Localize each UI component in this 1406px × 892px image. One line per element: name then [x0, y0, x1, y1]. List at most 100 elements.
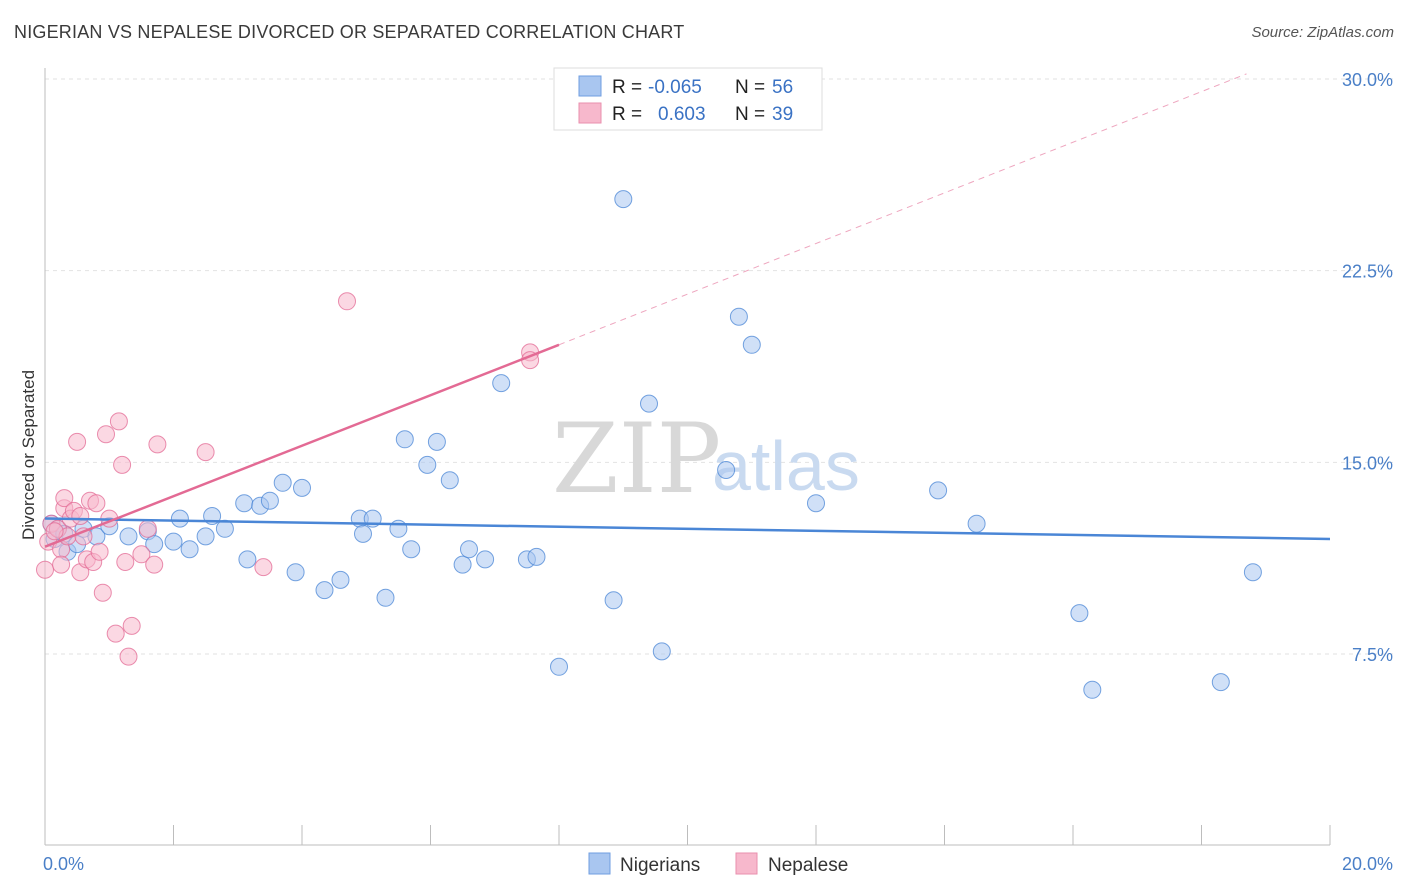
- bottom-legend-label-nepalese: Nepalese: [768, 855, 848, 876]
- nepalese-point-33: [254, 558, 273, 577]
- y-tick-label-0: 7.5%: [1352, 645, 1393, 665]
- legend-swatch-nepalese: [578, 102, 602, 124]
- nigerians-point-26: [331, 570, 350, 589]
- nigerians-point-19: [238, 550, 257, 569]
- nepalese-point-17: [87, 494, 106, 513]
- nigerians-point-56: [1211, 673, 1230, 692]
- nepalese-point-27: [122, 616, 141, 635]
- nigerians-point-28: [354, 524, 372, 543]
- nigerians-point-35: [427, 432, 446, 451]
- top-legend: R = -0.065 N = 56 R = 0.603 N = 39: [553, 67, 823, 131]
- data-points: [36, 190, 1262, 699]
- y-tick-label-1: 15.0%: [1342, 453, 1393, 473]
- axes: [44, 68, 1331, 846]
- nigerians-point-9: [119, 527, 138, 546]
- nigerians-point-12: [164, 532, 183, 551]
- nigerians-point-11: [145, 535, 164, 554]
- chart-title: NIGERIAN VS NEPALESE DIVORCED OR SEPARAT…: [14, 22, 685, 42]
- nepalese-trend-line: [44, 343, 560, 548]
- legend-n-value-nepalese: 39: [772, 104, 793, 125]
- legend-n-label-nepalese: N =: [735, 104, 765, 125]
- nepalese-point-20: [97, 425, 115, 444]
- nepalese-trend-extension: [558, 73, 1247, 346]
- nigerians-point-33: [402, 540, 421, 559]
- nigerians-point-46: [640, 394, 658, 413]
- nigerians-point-22: [273, 473, 292, 492]
- nigerians-point-45: [614, 190, 633, 209]
- nigerians-point-14: [180, 540, 199, 559]
- nigerians-point-48: [717, 461, 736, 479]
- legend-r-label-nigerians: R =: [612, 77, 642, 98]
- nigerians-point-30: [376, 588, 395, 607]
- legend-r-value-nepalese: 0.603: [658, 104, 706, 125]
- nepalese-point-31: [148, 435, 167, 454]
- x-tick-label-0: 0.0%: [43, 854, 84, 874]
- nigerians-point-34: [418, 455, 437, 474]
- nigerians-point-44: [604, 591, 623, 610]
- legend-n-value-nigerians: 56: [772, 77, 793, 98]
- nigerians-point-39: [476, 550, 495, 569]
- bottom-legend: Nigerians Nepalese: [588, 852, 848, 876]
- nigerians-point-15: [196, 527, 215, 546]
- legend-r-label-nepalese: R =: [612, 104, 642, 125]
- nigerians-point-36: [440, 471, 459, 490]
- nigerians-point-40: [492, 374, 511, 393]
- nigerians-point-18: [235, 494, 254, 513]
- nepalese-point-24: [113, 455, 132, 474]
- nigerians-point-52: [929, 481, 948, 500]
- nepalese-point-26: [119, 647, 138, 666]
- bottom-legend-swatch-nepalese: [735, 852, 758, 875]
- nepalese-point-18: [90, 542, 109, 561]
- bottom-legend-label-nigerians: Nigerians: [620, 855, 700, 876]
- nigerians-point-23: [286, 563, 305, 582]
- watermark-zip: ZIP: [552, 403, 721, 515]
- legend-n-label-nigerians: N =: [735, 77, 765, 98]
- nigerians-point-37: [453, 555, 472, 574]
- nigerians-point-54: [1070, 604, 1089, 623]
- bottom-legend-swatch-nigerians: [588, 852, 611, 875]
- nepalese-point-29: [138, 519, 157, 538]
- nigerians-point-32: [395, 430, 414, 449]
- nepalese-point-11: [68, 432, 87, 451]
- trend-lines: [44, 73, 1331, 548]
- nepalese-point-28: [132, 545, 151, 564]
- nepalese-point-38: [71, 507, 90, 525]
- nigerians-point-21: [260, 491, 279, 510]
- nepalese-point-30: [145, 555, 164, 574]
- nigerians-point-49: [729, 307, 748, 326]
- nigerians-point-55: [1083, 680, 1102, 699]
- nepalese-point-7: [55, 489, 74, 508]
- nepalese-point-19: [93, 583, 112, 602]
- nigerians-point-24: [293, 478, 311, 497]
- nigerians-point-43: [550, 657, 568, 676]
- nepalese-point-34: [338, 292, 356, 311]
- x-tick-label-1: 20.0%: [1342, 854, 1393, 874]
- y-axis-label: Divorced or Separated: [19, 370, 38, 540]
- nigerians-trend-line: [44, 517, 1331, 541]
- nigerians-point-53: [967, 514, 986, 533]
- nepalese-point-37: [45, 522, 64, 541]
- legend-swatch-nigerians: [578, 75, 602, 97]
- nigerians-point-47: [652, 642, 671, 661]
- y-tick-label-3: 30.0%: [1342, 70, 1393, 90]
- nepalese-point-0: [36, 560, 54, 579]
- source-label: Source: ZipAtlas.com: [1251, 24, 1394, 41]
- nepalese-point-32: [196, 443, 215, 462]
- nigerians-point-17: [215, 519, 234, 538]
- nepalese-point-25: [116, 553, 135, 571]
- nigerians-point-51: [807, 494, 825, 513]
- legend-r-value-nigerians: -0.065: [648, 77, 702, 98]
- y-tick-label-2: 22.5%: [1342, 262, 1393, 282]
- nigerians-point-25: [315, 581, 334, 600]
- nepalese-point-23: [109, 412, 128, 431]
- tick-labels: 7.5% 15.0% 22.5% 30.0% 0.0% 20.0%: [43, 70, 1393, 874]
- nigerians-point-42: [527, 547, 546, 566]
- nigerians-point-13: [170, 509, 189, 528]
- nepalese-point-22: [106, 624, 125, 643]
- nigerians-point-57: [1243, 563, 1262, 582]
- watermark-atlas: atlas: [712, 427, 860, 505]
- nigerians-point-38: [460, 540, 478, 559]
- nepalese-point-5: [52, 555, 71, 574]
- nigerians-point-50: [742, 335, 761, 354]
